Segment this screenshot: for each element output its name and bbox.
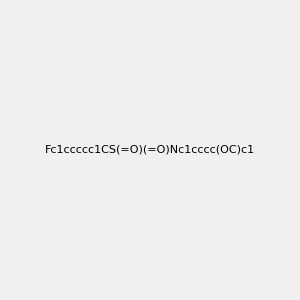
Text: Fc1ccccc1CS(=O)(=O)Nc1cccc(OC)c1: Fc1ccccc1CS(=O)(=O)Nc1cccc(OC)c1 [45, 145, 255, 155]
